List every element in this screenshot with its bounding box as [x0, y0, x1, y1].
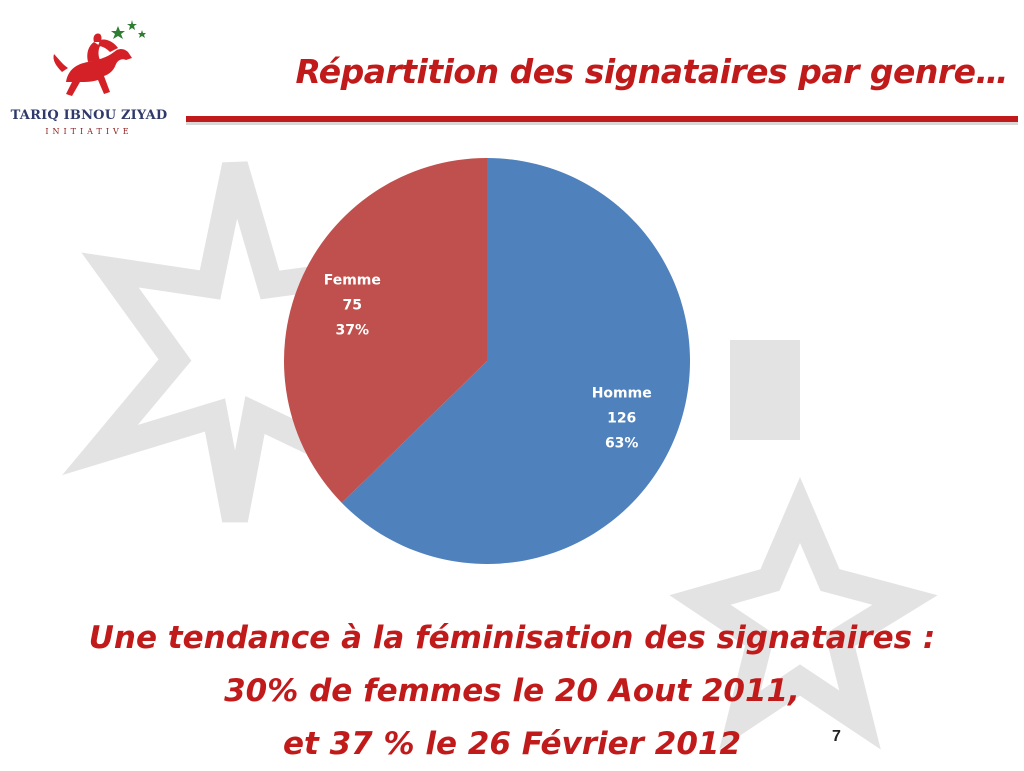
pie-label-homme: Homme — [592, 386, 652, 402]
title-rule-shadow — [186, 122, 1018, 125]
pie-percent-femme: 37% — [336, 322, 370, 338]
watermark-bar — [730, 340, 800, 440]
pie-percent-homme: 63% — [605, 436, 639, 452]
title-rule — [186, 116, 1018, 122]
page-number: 7 — [832, 728, 841, 745]
pie-value-femme: 75 — [343, 297, 362, 313]
pie-slice-homme — [341, 158, 690, 564]
conclusion-line-3: et 37 % le 26 Février 2012 — [282, 726, 742, 762]
logo-name: TARIQ IBNOU ZIYAD — [10, 108, 168, 123]
logo: TARIQ IBNOU ZIYAD INITIATIVE — [6, 12, 167, 136]
pie-value-homme: 126 — [607, 411, 636, 427]
slide-title: Répartition des signataires par genre… — [295, 52, 1008, 91]
conclusion-line-1: Une tendance à la féminisation des signa… — [88, 620, 936, 656]
horse-rider-icon — [53, 20, 146, 96]
logo-subtitle: INITIATIVE — [45, 127, 133, 136]
star-watermark-bottom-right — [669, 476, 938, 750]
pie-label-femme: Femme — [324, 272, 381, 288]
conclusion-line-2: 30% de femmes le 20 Aout 2011, — [224, 673, 800, 709]
pie-slice-femme — [284, 158, 487, 503]
conclusion-text: Une tendance à la féminisation des signa… — [0, 612, 1024, 771]
